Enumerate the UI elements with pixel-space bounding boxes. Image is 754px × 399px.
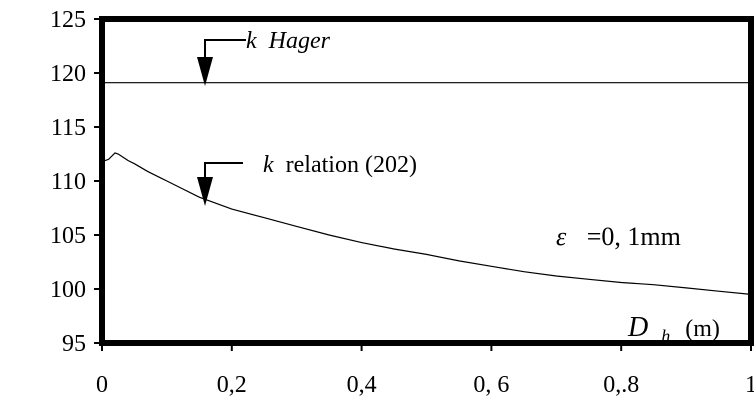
y-axis: 95 100 105 110 115 120 125: [50, 7, 102, 357]
series-line-1: [101, 152, 752, 295]
relation-text: relation (202): [286, 152, 417, 178]
x-tick-label: 1: [745, 372, 754, 398]
epsilon-label: ε =0, 1mm: [556, 222, 681, 251]
x-tick-label: 0, 6: [473, 372, 509, 398]
y-tick-label: 95: [62, 331, 86, 357]
epsilon-value: =0, 1mm: [587, 222, 681, 251]
relation-arrowhead: [197, 177, 213, 206]
y-tick-label: 115: [51, 115, 86, 141]
epsilon-symbol: ε: [556, 222, 567, 251]
y-tick-label: 100: [50, 277, 86, 303]
hager-k: k: [246, 28, 257, 54]
y-tick-label: 125: [50, 7, 86, 33]
y-tick-label: 110: [51, 169, 86, 195]
series-layer: [101, 82, 752, 295]
relation-k: k: [263, 152, 274, 178]
x-tick-label: 0: [96, 372, 108, 398]
x-axis-label: D h (m): [627, 312, 720, 349]
x-axis: 0 0,2 0,4 0, 6 0,.8 1: [96, 343, 754, 398]
x-axis-label-unit: (m): [685, 316, 720, 342]
hager-arrow: [204, 39, 246, 70]
relation-label: k relation (202): [263, 152, 417, 178]
annotation-hager: k Hager: [197, 28, 331, 86]
hager-label: k Hager: [246, 28, 331, 54]
hager-name: Hager: [268, 28, 331, 54]
x-tick-label: 0,2: [217, 372, 247, 398]
x-axis-label-var: D: [627, 312, 648, 343]
x-tick-label: 0,.8: [603, 372, 639, 398]
y-tick-label: 120: [50, 61, 86, 87]
x-axis-label-sub: h: [661, 326, 670, 346]
hager-arrowhead: [197, 57, 213, 86]
annotation-relation: k relation (202): [197, 152, 417, 206]
y-tick-label: 105: [50, 223, 86, 249]
x-tick-label: 0,4: [347, 372, 377, 398]
